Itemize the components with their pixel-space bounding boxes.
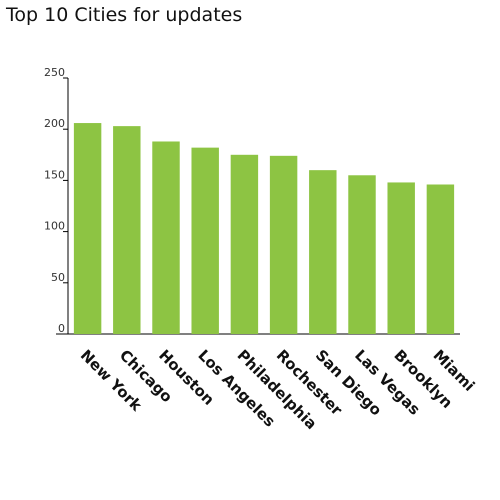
y-tick-label: 200 (44, 117, 65, 130)
bars (73, 123, 455, 335)
bar (113, 126, 141, 335)
bar (152, 141, 180, 334)
y-tick-label: 150 (44, 168, 65, 181)
bar (191, 147, 219, 334)
y-tick-label: 0 (58, 322, 65, 335)
bar (73, 123, 102, 334)
bar (387, 182, 415, 334)
bar (348, 175, 376, 334)
y-tick-label: 100 (44, 220, 65, 233)
bar (309, 170, 337, 334)
bar (230, 154, 259, 334)
y-tick-label: 250 (44, 66, 65, 79)
bar (269, 155, 298, 334)
bar (426, 184, 455, 334)
y-axis: 0 50 100 150 200 250 (44, 66, 69, 335)
y-tick-label: 50 (51, 271, 65, 284)
chart-title: Top 10 Cities for updates (6, 4, 243, 26)
